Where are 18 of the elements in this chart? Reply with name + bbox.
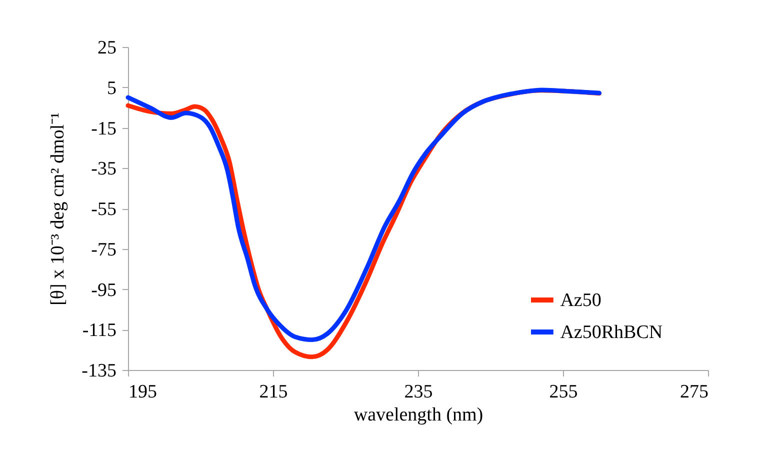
x-tick-label: 195 (128, 382, 157, 402)
y-tick-label: -75 (91, 239, 116, 260)
legend-label: Az50 (560, 290, 602, 312)
y-tick-label: -115 (82, 320, 116, 342)
y-tick-label: 5 (107, 78, 116, 99)
x-tick-label: 235 (404, 382, 433, 402)
x-tick-label: 215 (259, 382, 288, 402)
y-tick-label: -35 (91, 158, 116, 180)
x-tick-label: 255 (549, 382, 578, 402)
y-tick-label: -95 (91, 280, 116, 301)
legend-label: Az50RhBCN (560, 322, 663, 344)
y-tick-label: -55 (91, 199, 116, 220)
x-axis-title: wavelength (nm) (354, 404, 484, 426)
x-tick-label: 275 (680, 382, 708, 402)
y-tick-label: -135 (82, 360, 116, 382)
y-tick-label: -15 (91, 118, 116, 140)
y-axis-title: [θ] x 10⁻³ deg cm² dmol⁻¹ (48, 112, 69, 306)
y-tick-label: 25 (98, 38, 116, 58)
